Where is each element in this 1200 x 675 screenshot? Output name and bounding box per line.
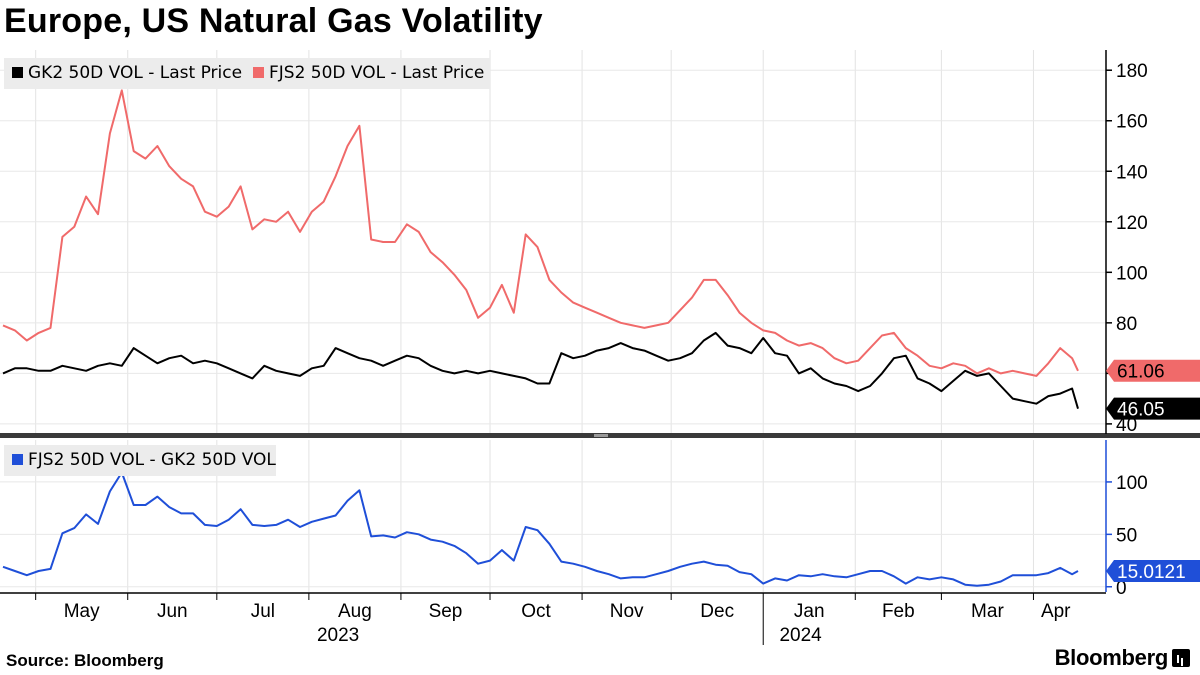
y-tick-label: 50 xyxy=(1116,525,1137,546)
bloomberg-logo: Bloomberg xyxy=(1055,645,1190,671)
x-year-label: 2024 xyxy=(779,625,822,645)
legend-swatch-gk2 xyxy=(12,67,23,78)
last-label-fjs2: 61.06 xyxy=(1106,359,1200,383)
x-tick-label: Dec xyxy=(700,601,734,622)
series-line-fjs2 xyxy=(2,89,1079,377)
x-tick-label: Jun xyxy=(157,601,188,622)
bottom-legend: FJS2 50D VOL - GK2 50D VOL xyxy=(4,445,276,476)
last-label-fjs2-bg xyxy=(1106,359,1200,382)
x-tick-label: Oct xyxy=(521,601,551,622)
chart-title: Europe, US Natural Gas Volatility xyxy=(4,2,543,40)
bottom-legend-bg xyxy=(4,445,276,476)
legend-swatch-fjs2 xyxy=(253,67,264,78)
legend-label-gk2: GK2 50D VOL - Last Price xyxy=(28,63,242,83)
bottom-series-lines xyxy=(2,471,1079,587)
last-label-spread-text: 15.0121 xyxy=(1117,562,1186,583)
y-tick-label: 160 xyxy=(1116,112,1148,133)
last-label-gk2-text: 46.05 xyxy=(1117,400,1165,421)
y-tick-label: 120 xyxy=(1116,213,1148,234)
y-tick-label: 80 xyxy=(1116,314,1137,335)
x-tick-label: Sep xyxy=(429,601,463,622)
last-value-labels: 61.06 46.05 15.0121 xyxy=(1106,359,1200,583)
legend-swatch-spread xyxy=(12,454,23,465)
x-tick-label: Apr xyxy=(1041,601,1071,622)
x-tick-label: Aug xyxy=(338,601,372,622)
x-tick-label: Jan xyxy=(794,601,825,622)
source-note: Source: Bloomberg xyxy=(6,651,164,670)
legend-label-spread: FJS2 50D VOL - GK2 50D VOL xyxy=(28,450,276,470)
last-label-fjs2-text: 61.06 xyxy=(1117,362,1165,383)
last-label-spread: 15.0121 xyxy=(1106,560,1200,583)
y-tick-label: 140 xyxy=(1116,162,1148,183)
y-tick-label: 40 xyxy=(1116,415,1137,436)
last-label-gk2: 46.05 xyxy=(1106,397,1200,421)
bloomberg-logo-icon xyxy=(1172,649,1190,667)
y-tick-label: 100 xyxy=(1116,263,1148,284)
series-line-gk2 xyxy=(2,331,1079,409)
x-tick-label: Jul xyxy=(251,601,275,622)
top-series-lines xyxy=(2,89,1079,409)
brand-text: Bloomberg xyxy=(1054,645,1169,670)
x-tick-label: Nov xyxy=(610,601,644,622)
last-label-gk2-bg xyxy=(1106,397,1200,420)
series-line-spread xyxy=(2,471,1079,587)
top-legend: GK2 50D VOL - Last Price FJS2 50D VOL - … xyxy=(4,58,490,89)
legend-label-fjs2: FJS2 50D VOL - Last Price xyxy=(269,63,484,83)
x-tick-label: May xyxy=(64,601,100,622)
panel-divider-grip[interactable] xyxy=(594,434,608,437)
top-plot-area xyxy=(0,50,1106,434)
y-tick-label: 0 xyxy=(1116,578,1127,599)
y-tick-label: 180 xyxy=(1116,61,1148,82)
x-tick-label: Feb xyxy=(882,601,915,622)
x-year-label: 2023 xyxy=(317,625,359,645)
bottom-y-ticks: 0 50 100 xyxy=(1106,473,1148,599)
last-label-spread-bg xyxy=(1106,560,1200,583)
top-legend-bg xyxy=(4,58,490,89)
y-tick-label: 100 xyxy=(1116,473,1148,494)
x-axis-ticks: May Jun Jul Aug Sep Oct Nov Dec Jan Feb Mar Apr 2023… xyxy=(35,593,1071,645)
x-tick-label: Mar xyxy=(971,601,1004,622)
